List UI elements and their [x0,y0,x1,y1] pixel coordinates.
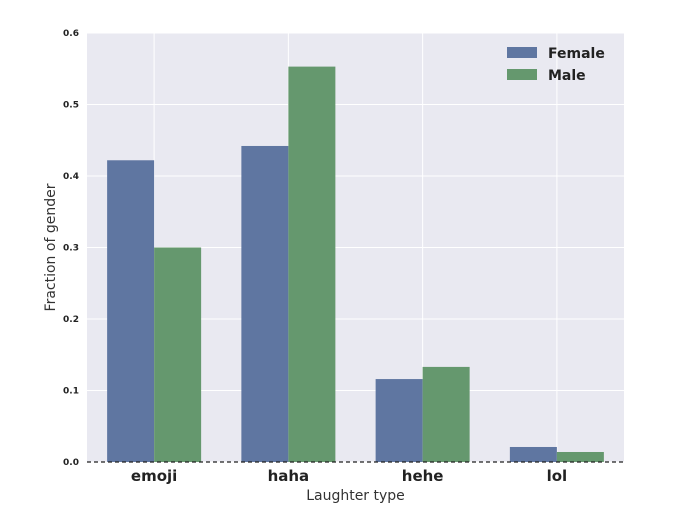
bar-male-haha [288,66,336,462]
y-tick-label: 0.2 [63,315,79,325]
legend-label-male: Male [548,68,586,84]
y-axis-label: Fraction of gender [43,183,59,311]
x-tick-label: emoji [131,467,177,485]
y-tick-label: 0.1 [63,387,79,397]
bar-female-emoji [107,160,155,462]
bars [107,66,604,462]
bar-female-hehe [375,379,423,462]
x-tick-labels: emoji haha hehe lol [131,467,567,485]
legend-swatch-female [507,47,537,58]
y-tick-label: 0.0 [63,458,79,468]
y-tick-label: 0.3 [63,244,79,254]
x-tick-label: haha [268,467,310,485]
x-axis-label: Laughter type [306,488,405,504]
y-tick-label: 0.5 [63,101,79,111]
bar-male-emoji [154,247,202,462]
x-tick-label: lol [547,467,568,485]
legend-swatch-male [507,69,537,80]
legend: Female Male [507,46,605,84]
y-tick-labels: 0.0 0.1 0.2 0.3 0.4 0.5 0.6 [63,29,79,468]
y-tick-label: 0.4 [63,172,79,182]
bar-female-haha [241,145,289,462]
bar-male-lol [556,451,604,462]
bar-male-hehe [422,366,470,462]
x-tick-label: hehe [402,467,444,485]
y-tick-label: 0.6 [63,29,79,39]
bar-female-lol [509,446,557,462]
legend-label-female: Female [548,46,605,62]
